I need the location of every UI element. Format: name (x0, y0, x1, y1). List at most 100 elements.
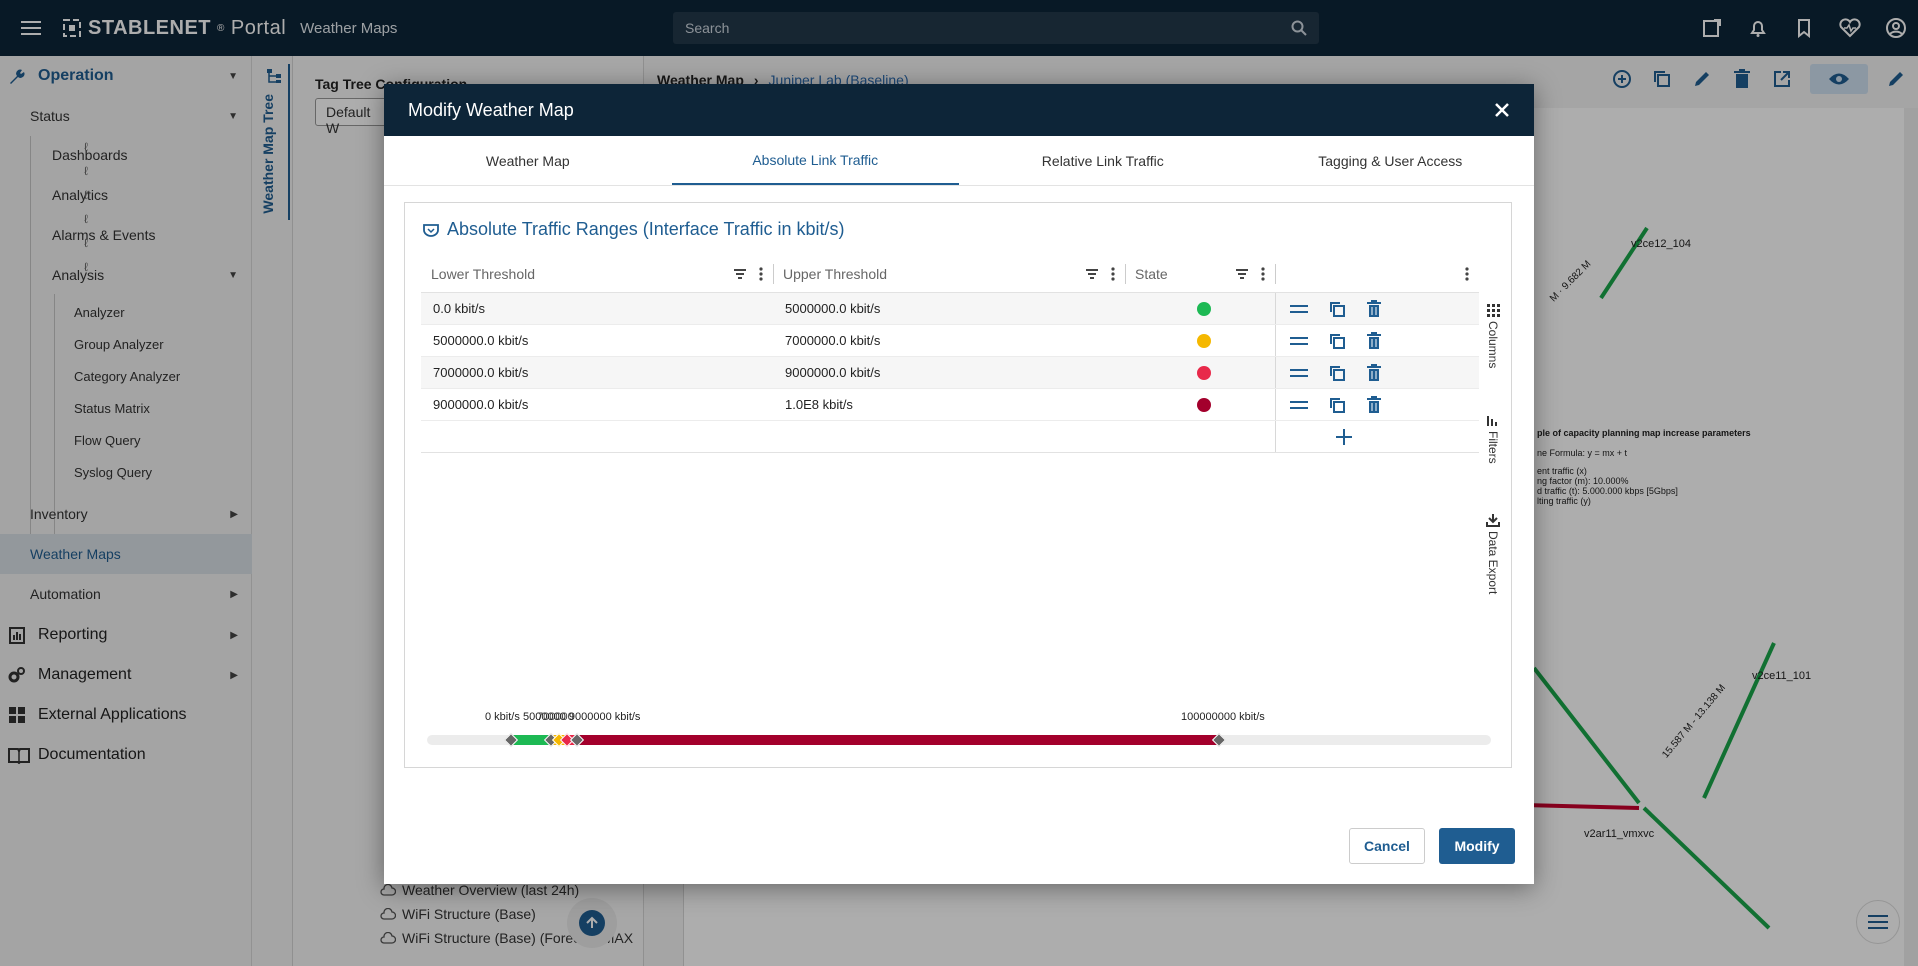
nav-documentation[interactable]: Documentation (0, 736, 252, 774)
column-state[interactable]: State (1125, 255, 1275, 292)
tab-relative-link-traffic[interactable]: Relative Link Traffic (1041, 152, 1164, 169)
trash-icon[interactable] (1730, 67, 1754, 91)
filter-icon[interactable] (1235, 268, 1249, 280)
breadcrumb[interactable]: Weather Maps (300, 19, 398, 37)
more-vert-icon[interactable] (1261, 266, 1265, 281)
tab-weather-map[interactable]: Weather Map (485, 152, 570, 169)
brand-logo[interactable]: STABLENET ® Portal (62, 17, 286, 40)
filters-tool[interactable]: Filters (1481, 415, 1505, 464)
copy-icon[interactable] (1650, 67, 1674, 91)
nav-flow-query[interactable]: Flow Query (0, 424, 252, 456)
delete-icon[interactable] (1366, 331, 1382, 350)
tree-item-weather-overview[interactable]: Weather Overview (last 24h) (380, 882, 579, 898)
tree-item-label: Weather Overview (last 24h) (402, 882, 580, 898)
drag-handle-icon[interactable] (1290, 368, 1308, 378)
tab-tagging-user-access[interactable]: Tagging & User Access (1318, 152, 1463, 169)
close-icon[interactable] (1494, 102, 1510, 118)
search-input[interactable]: Search (673, 12, 1319, 44)
dialog-tabs: Weather Map Absolute Link Traffic Relati… (384, 136, 1534, 186)
map-node-label: v2ar11_vmxvc (1584, 828, 1655, 840)
nav-analytics[interactable]: Analytics (0, 175, 252, 215)
tree-select[interactable]: Default W (315, 98, 395, 136)
scroll-top-button[interactable] (567, 898, 617, 948)
cloud-icon (380, 884, 396, 896)
nav-category-analyzer[interactable]: Category Analyzer (0, 360, 252, 392)
view-mode-toggle[interactable] (1810, 64, 1868, 94)
columns-tool[interactable]: Columns (1481, 303, 1505, 368)
nav-analyzer[interactable]: Analyzer (0, 296, 252, 328)
slider-max-label: 100000000 kbit/s (1181, 711, 1265, 723)
tree-node-icon: ℓ (84, 212, 88, 226)
delete-icon[interactable] (1366, 299, 1382, 318)
table-row[interactable]: 0.0 kbit/s 5000000.0 kbit/s (421, 293, 1479, 325)
duplicate-icon[interactable] (1328, 364, 1346, 382)
user-icon[interactable] (1884, 16, 1908, 40)
map-note-line: d traffic (t): 5.000.000 kbps [5Gbps] (1537, 486, 1678, 496)
duplicate-icon[interactable] (1328, 332, 1346, 350)
more-vert-icon[interactable] (759, 266, 763, 281)
wrench-icon (8, 67, 26, 90)
search-icon[interactable] (1291, 20, 1307, 36)
nav-dashboards[interactable]: Dashboards (0, 135, 252, 175)
nav-automation[interactable]: Automation ▶ (0, 575, 252, 613)
edit-icon[interactable] (1690, 67, 1714, 91)
sidebar: Operation ▼ Status ▼ Dashboards Analytic… (0, 56, 252, 966)
column-lower-threshold[interactable]: Lower Threshold (421, 255, 773, 292)
report-icon[interactable] (1700, 16, 1724, 40)
data-export-tool[interactable]: Data Export (1481, 513, 1505, 594)
drag-handle-icon[interactable] (1290, 336, 1308, 346)
more-vert-icon[interactable] (1111, 266, 1115, 281)
nav-weather-maps[interactable]: Weather Maps (0, 534, 252, 574)
duplicate-icon[interactable] (1328, 300, 1346, 318)
map-scrollbar[interactable] (1904, 108, 1918, 966)
nav-alarms[interactable]: Alarms & Events (0, 215, 252, 255)
add-icon[interactable] (1334, 427, 1354, 447)
filter-icon[interactable] (733, 268, 747, 280)
column-upper-threshold[interactable]: Upper Threshold (773, 255, 1125, 292)
nav-inventory[interactable]: Inventory ▶ (0, 495, 252, 533)
table-row[interactable]: 9000000.0 kbit/s 1.0E8 kbit/s (421, 389, 1479, 421)
duplicate-icon[interactable] (1328, 396, 1346, 414)
table-row[interactable]: 5000000.0 kbit/s 7000000.0 kbit/s (421, 325, 1479, 357)
tree-node-icon: ℓ (84, 260, 88, 274)
map-node-label: v2ce11_101 (1752, 670, 1812, 682)
tab-absolute-link-traffic[interactable]: Absolute Link Traffic (671, 136, 959, 185)
bell-icon[interactable] (1746, 16, 1770, 40)
delete-icon[interactable] (1366, 363, 1382, 382)
table-row[interactable]: 7000000.0 kbit/s 9000000.0 kbit/s (421, 357, 1479, 389)
cancel-button[interactable]: Cancel (1349, 828, 1425, 864)
nav-automation-label: Automation (30, 586, 101, 602)
more-vert-icon[interactable] (1465, 266, 1469, 281)
nav-status[interactable]: Status ▼ (0, 97, 252, 135)
edit-mode-icon[interactable] (1884, 67, 1908, 91)
weather-map-tree-tab[interactable]: Weather Map Tree (258, 64, 290, 220)
nav-operation[interactable]: Operation ▼ (0, 57, 252, 95)
map-note-line: ng factor (m): 10.000% (1537, 476, 1629, 486)
nav-group-analyzer[interactable]: Group Analyzer (0, 328, 252, 360)
tree-item-wifi-structure[interactable]: WiFi Structure (Base) (380, 906, 536, 922)
drag-handle-icon[interactable] (1290, 400, 1308, 410)
state-cell (1125, 389, 1275, 420)
nav-analysis[interactable]: Analysis ▼ (0, 255, 252, 295)
nav-status-matrix[interactable]: Status Matrix (0, 392, 252, 424)
add-circle-icon[interactable] (1610, 67, 1634, 91)
nav-status-label: Status (30, 108, 70, 124)
map-menu-button[interactable] (1856, 900, 1900, 944)
nav-syslog-query[interactable]: Syslog Query (0, 456, 252, 488)
nav-external-apps[interactable]: External Applications (0, 696, 252, 734)
delete-icon[interactable] (1366, 395, 1382, 414)
filter-icon[interactable] (1085, 268, 1099, 280)
modify-button[interactable]: Modify (1439, 828, 1515, 864)
nav-reporting[interactable]: Reporting ▶ (0, 616, 252, 654)
health-icon[interactable] (1838, 16, 1862, 40)
drag-handle-icon[interactable] (1290, 304, 1308, 314)
tree-node-icon: ℓ (84, 236, 88, 250)
row-actions (1275, 389, 1479, 420)
column-actions[interactable] (1275, 255, 1479, 292)
open-external-icon[interactable] (1770, 67, 1794, 91)
nav-management[interactable]: Management ▶ (0, 656, 252, 694)
bookmark-icon[interactable] (1792, 16, 1816, 40)
nav-analytics-label: Analytics (52, 187, 109, 203)
menu-icon[interactable] (0, 20, 62, 36)
range-slider[interactable]: 0 kbit/s 5000000 9000000 kbit/s 700000 1… (427, 711, 1491, 753)
